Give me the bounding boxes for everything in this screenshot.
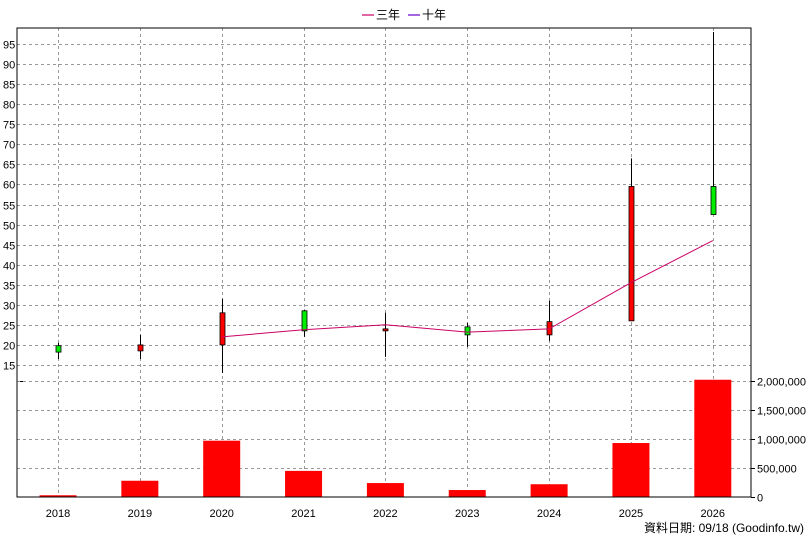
candle-body <box>301 310 308 332</box>
volume-axis-ticks: 0 500,000 1,000,000 1,500,000 2,000,000 <box>751 377 806 505</box>
volume-bar-2020 <box>203 440 241 497</box>
candle-body <box>382 328 389 332</box>
plot-frame <box>16 27 752 498</box>
volume-bar-2025 <box>612 443 650 497</box>
x-tick-label: 2022 <box>373 508 397 520</box>
volume-bar-2021 <box>285 470 323 497</box>
price-axis-ticks: 15 20 25 30 35 40 45 50 55 60 65 70 75 80 85 90 95 <box>3 40 15 373</box>
x-tick-label: 2025 <box>619 508 643 520</box>
volume-bar-2019 <box>121 480 159 497</box>
price-tick-label: 60 <box>3 180 15 192</box>
legend: 三年 十年 <box>362 8 446 22</box>
candle-2024 <box>546 300 553 341</box>
volume-tick-label: 500,000 <box>757 464 797 476</box>
candle-body <box>628 186 635 322</box>
price-tick-label: 85 <box>3 80 15 92</box>
candle-2021 <box>301 309 308 337</box>
volume-bar-2023 <box>448 490 486 497</box>
x-tick-label: 2023 <box>455 508 479 520</box>
candle-2018 <box>55 342 62 359</box>
candle-2023 <box>464 322 471 347</box>
three-year-average-line <box>221 240 714 338</box>
candlesticks <box>55 32 717 373</box>
candle-body <box>137 344 144 352</box>
volume-tick-label: 1,000,000 <box>757 435 806 447</box>
three-year-line <box>221 240 714 338</box>
volume-bar-2022 <box>366 483 404 497</box>
price-tick-label: 55 <box>3 201 15 213</box>
price-tick-label: 80 <box>3 100 15 112</box>
volume-bar-2026 <box>694 379 732 497</box>
price-tick-label: 50 <box>3 221 15 233</box>
candle-2026 <box>710 32 717 215</box>
volume-tick-label: 2,000,000 <box>757 377 806 389</box>
x-tick-label: 2018 <box>46 508 70 520</box>
x-tick-label: 2021 <box>291 508 315 520</box>
volume-bars <box>39 379 732 497</box>
x-tick-label: 2026 <box>701 508 725 520</box>
price-tick-label: 40 <box>3 261 15 273</box>
price-tick-label: 25 <box>3 321 15 333</box>
price-tick-label: 20 <box>3 341 15 353</box>
price-tick-label: 45 <box>3 241 15 253</box>
x-tick-label: 2019 <box>128 508 152 520</box>
volume-bar-2018 <box>39 495 77 497</box>
price-tick-label: 35 <box>3 281 15 293</box>
candle-body <box>219 312 226 346</box>
volume-tick-label: 0 <box>757 493 763 505</box>
candle-2022 <box>382 312 389 357</box>
volume-tick-label: 1,500,000 <box>757 406 806 418</box>
candle-body <box>55 345 62 353</box>
price-tick-label: 95 <box>3 40 15 52</box>
price-tick-label: 70 <box>3 140 15 152</box>
footer-date: 資料日期: 09/18 (Goodinfo.tw) <box>644 521 804 535</box>
candle-2020 <box>219 298 226 373</box>
legend-label-three-year: 三年 <box>376 8 400 22</box>
x-tick-label: 2020 <box>209 508 233 520</box>
x-tick-label: 2024 <box>537 508 561 520</box>
candle-body <box>464 326 471 336</box>
price-tick-label: 30 <box>3 301 15 313</box>
candle-2025 <box>628 158 635 322</box>
price-tick-label: 90 <box>3 60 15 72</box>
candle-2019 <box>137 334 144 359</box>
price-tick-label: 75 <box>3 120 15 132</box>
price-tick-label: 65 <box>3 160 15 172</box>
legend-label-ten-year: 十年 <box>422 8 446 22</box>
x-axis-ticks: 2018 2019 2020 2021 2022 2023 2024 2025 2026 <box>46 508 725 520</box>
grid <box>17 28 751 497</box>
price-tick-label: 15 <box>3 361 15 373</box>
candle-body <box>710 186 717 215</box>
volume-bar-2024 <box>530 484 568 497</box>
